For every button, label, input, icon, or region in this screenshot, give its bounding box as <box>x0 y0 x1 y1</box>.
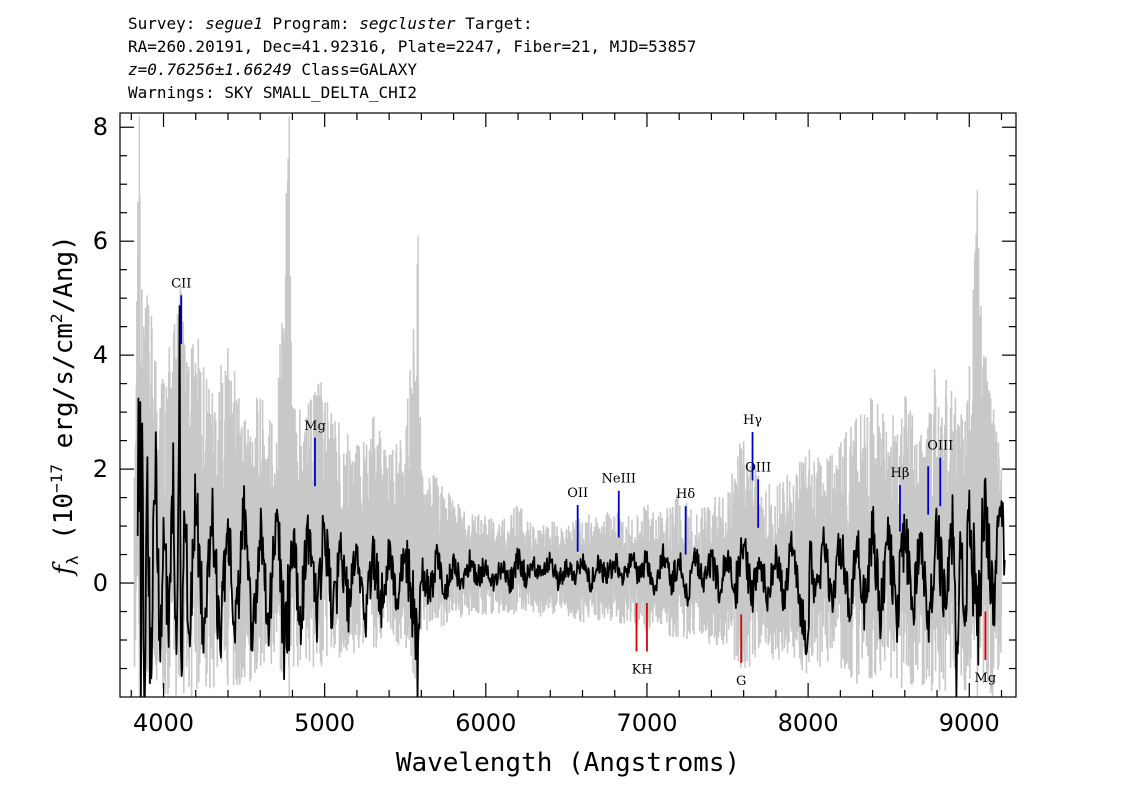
spectrum-header: Survey: segue1 Program: segcluster Targe… <box>128 12 696 104</box>
x-axis-title: Wavelength (Angstroms) <box>396 748 740 778</box>
header-line-warnings: Warnings: SKY SMALL_DELTA_CHI2 <box>128 83 417 102</box>
redshift-value: z=0.76256±1.66249 <box>128 60 292 79</box>
x-tick-label: 9000 <box>939 709 1000 737</box>
y-tick-label: 6 <box>93 227 108 255</box>
program-value: segcluster <box>359 14 456 33</box>
y-tick-label: 2 <box>93 455 108 483</box>
line-marker-label: OIII <box>927 439 953 454</box>
plot-frame <box>119 112 1017 698</box>
flux-line <box>136 305 1006 697</box>
line-marker-label: CII <box>171 276 191 291</box>
svg-text:fλ (10−17 erg/s/cm2/Ang): fλ (10−17 erg/s/cm2/Ang) <box>47 235 82 577</box>
target-label: Target: <box>465 14 533 33</box>
survey-label: Survey: <box>128 14 196 33</box>
header-line-survey: Survey: segue1 Program: segcluster Targe… <box>128 12 696 35</box>
x-tick-label: 5000 <box>294 709 355 737</box>
line-marker-label: Hγ <box>743 413 762 428</box>
program-label: Program: <box>272 14 350 33</box>
line-marker-label: Hδ <box>676 487 695 502</box>
line-marker-label: Hβ <box>891 466 910 481</box>
flux-series <box>136 305 1006 697</box>
y-axis-title: fλ (10−17 erg/s/cm2/Ang) <box>47 235 82 577</box>
x-tick-label: 4000 <box>133 709 194 737</box>
header-line-coordinates: RA=260.20191, Dec=41.92316, Plate=2247, … <box>128 37 697 56</box>
line-marker-label: Mg <box>975 671 997 686</box>
y-tick-label: 0 <box>93 569 108 597</box>
y-tick-label: 4 <box>93 341 108 369</box>
line-marker-label: OIII <box>745 460 771 475</box>
line-marker-label: NeIII <box>602 472 636 487</box>
survey-value: segue1 <box>205 14 263 33</box>
error-band <box>133 115 1003 697</box>
x-tick-label: 8000 <box>778 709 839 737</box>
spectral-line-markers: CII Mg OII NeIII Hδ Hγ OIII Hβ OIII K H G Mg <box>171 276 996 688</box>
header-line-redshift: z=0.76256±1.66249 Class=GALAXY <box>128 58 696 81</box>
error-band-path <box>133 158 1003 697</box>
class-value: Class=GALAXY <box>301 60 417 79</box>
axis-ticks: 4000 5000 6000 7000 8000 9000 0 2 4 6 8 <box>93 113 1016 737</box>
x-tick-label: 7000 <box>616 709 677 737</box>
line-marker-label: H <box>641 662 652 677</box>
line-marker-label: Mg <box>304 419 326 434</box>
y-tick-label: 8 <box>93 113 108 141</box>
line-marker-label: G <box>736 674 746 689</box>
line-marker-label: OII <box>567 486 588 501</box>
line-marker-label: K <box>632 662 642 677</box>
x-tick-label: 6000 <box>455 709 516 737</box>
